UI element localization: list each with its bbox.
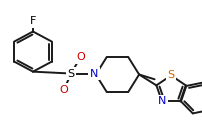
- Text: S: S: [67, 69, 75, 79]
- Text: N: N: [158, 96, 166, 106]
- Text: F: F: [30, 16, 36, 26]
- Text: S: S: [167, 70, 175, 81]
- Text: N: N: [90, 69, 98, 79]
- Text: O: O: [76, 52, 85, 62]
- Text: O: O: [60, 85, 68, 95]
